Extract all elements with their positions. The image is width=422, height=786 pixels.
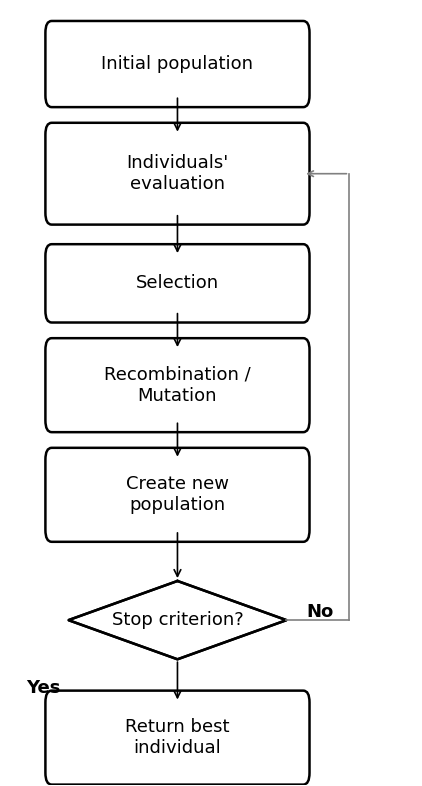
Text: Return best
individual: Return best individual xyxy=(125,718,230,757)
Text: Selection: Selection xyxy=(136,274,219,292)
FancyBboxPatch shape xyxy=(46,691,309,784)
Text: Yes: Yes xyxy=(26,679,60,697)
Text: No: No xyxy=(306,604,334,621)
Text: Stop criterion?: Stop criterion? xyxy=(111,612,243,629)
Text: Individuals'
evaluation: Individuals' evaluation xyxy=(126,154,229,193)
Text: Recombination /
Mutation: Recombination / Mutation xyxy=(104,365,251,405)
FancyBboxPatch shape xyxy=(46,21,309,107)
FancyBboxPatch shape xyxy=(46,244,309,322)
Text: Create new
population: Create new population xyxy=(126,476,229,514)
FancyBboxPatch shape xyxy=(46,123,309,225)
Text: Initial population: Initial population xyxy=(101,55,254,73)
FancyBboxPatch shape xyxy=(46,448,309,542)
Polygon shape xyxy=(68,581,287,659)
FancyBboxPatch shape xyxy=(46,338,309,432)
